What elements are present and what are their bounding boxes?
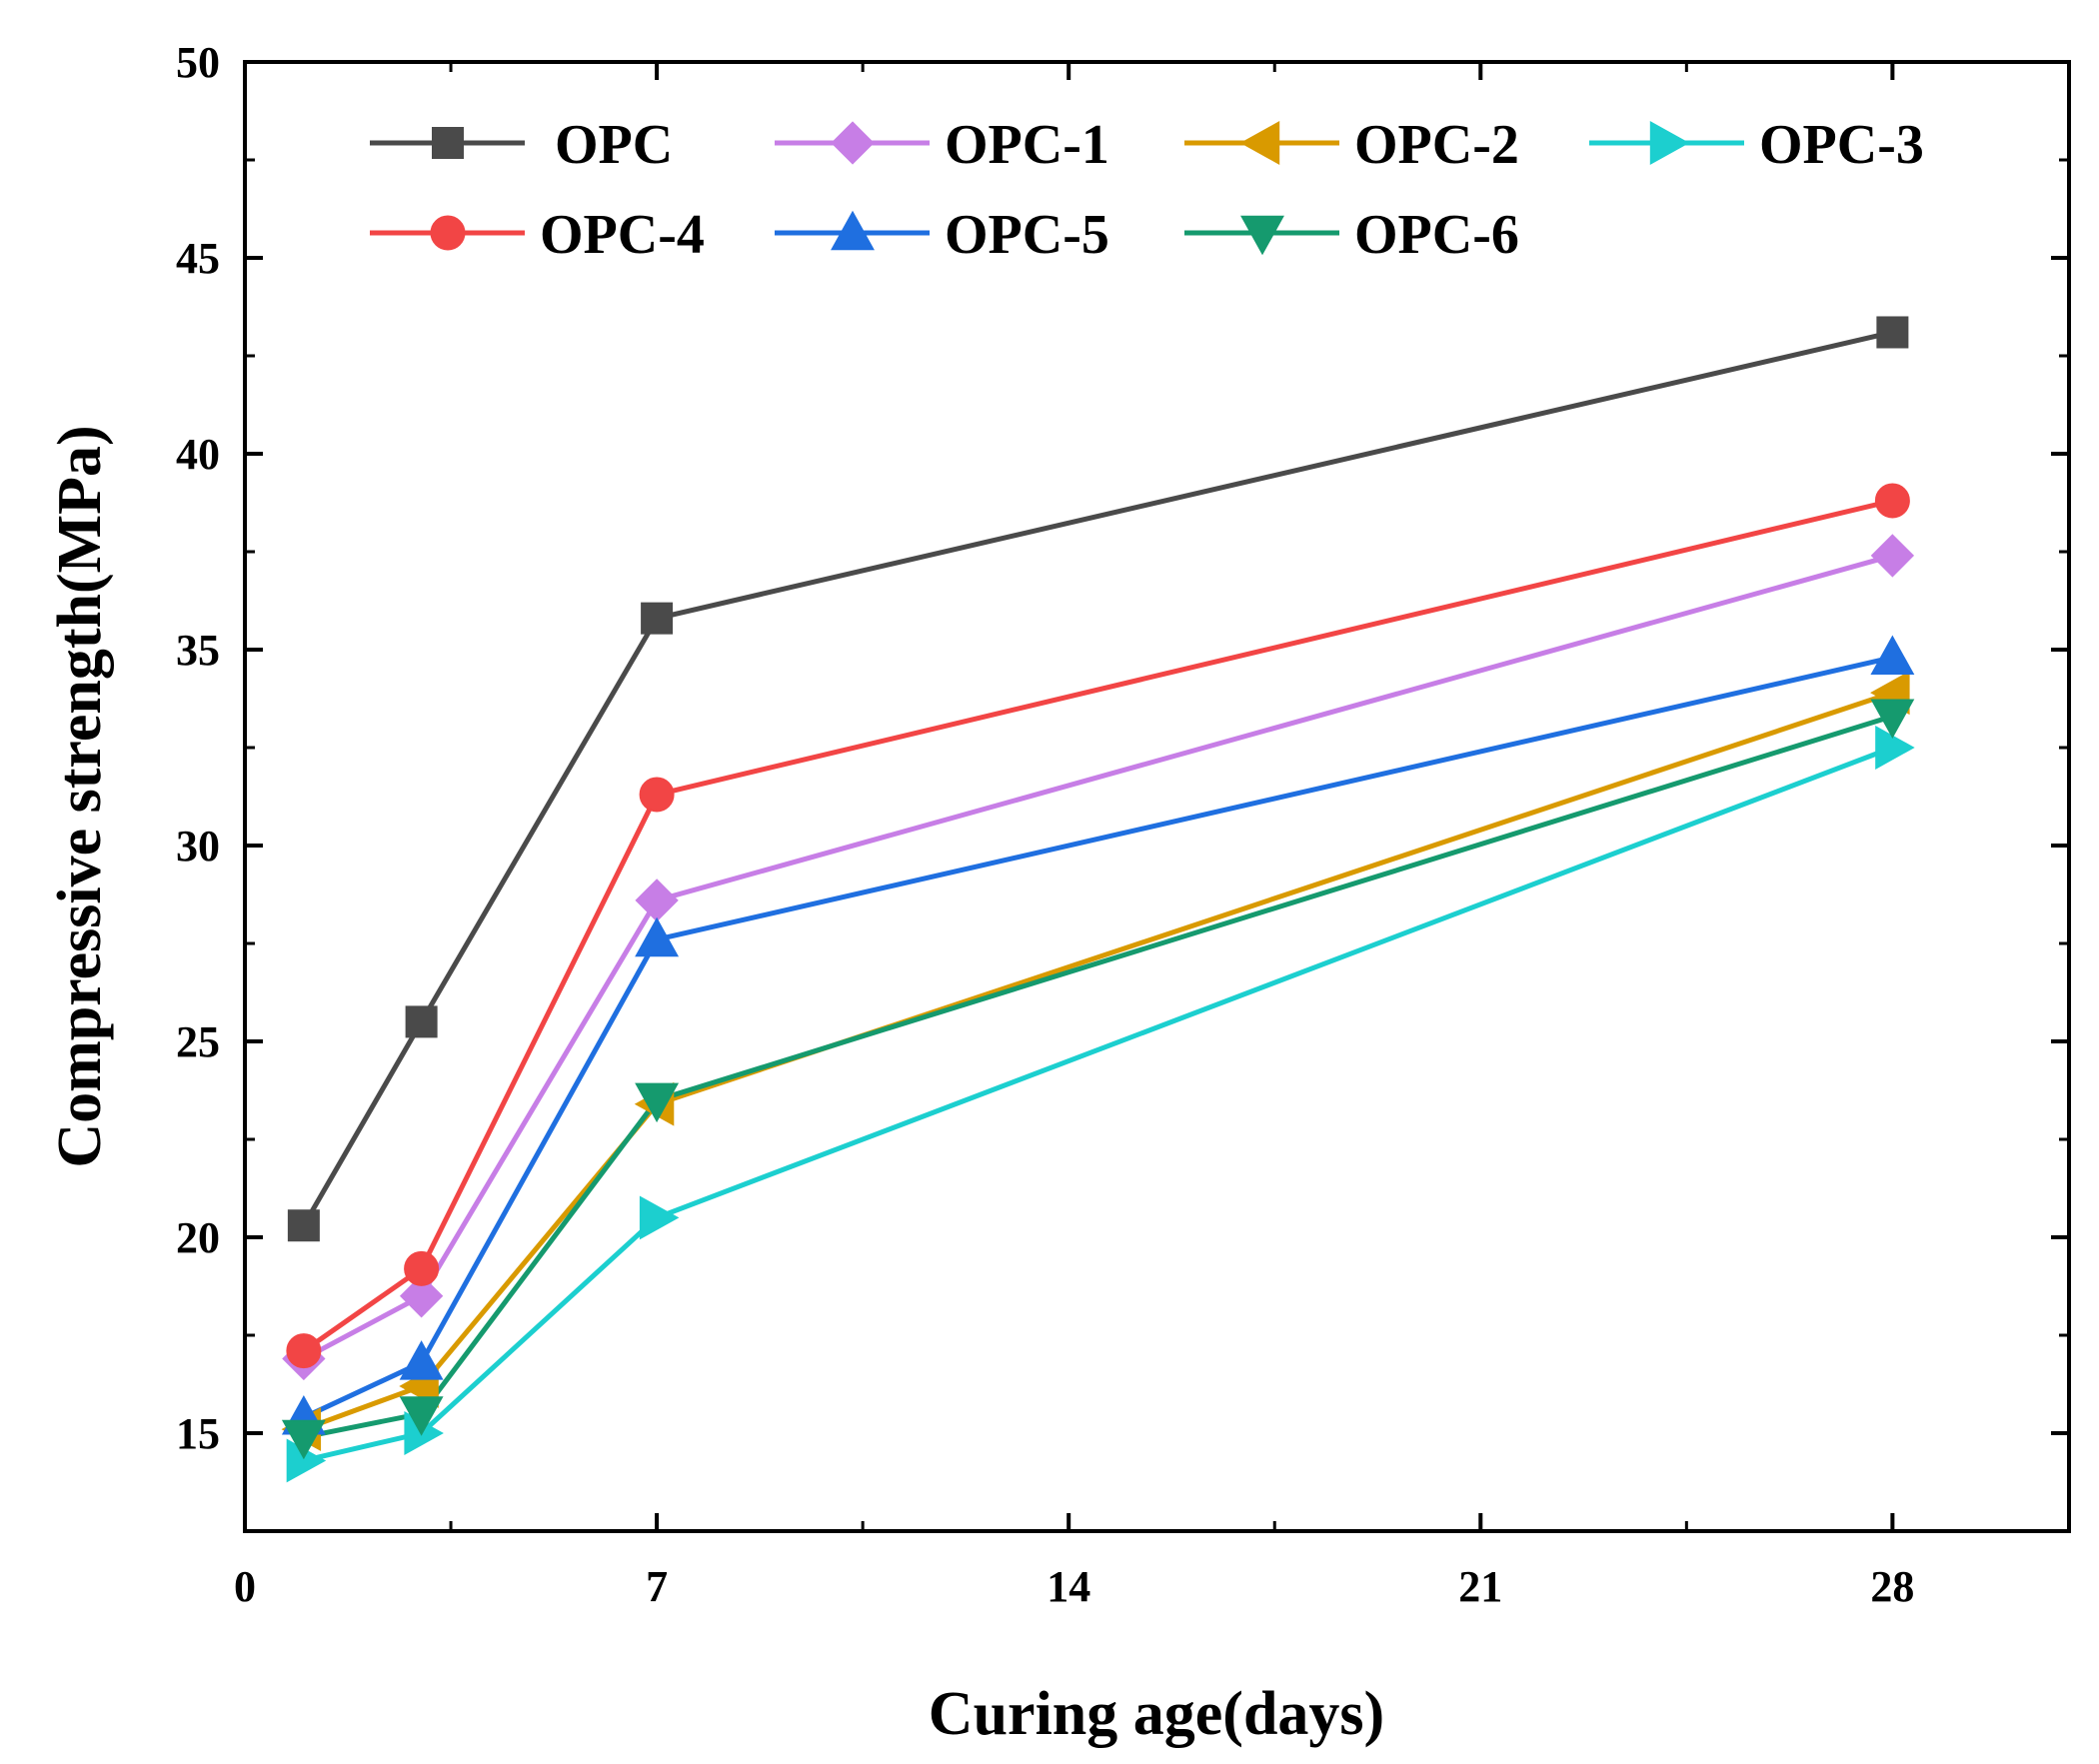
series-line-opc-3	[303, 745, 1894, 1463]
data-point-opc-5	[399, 1340, 444, 1380]
data-point-opc-4	[404, 1250, 440, 1286]
series-line-opc-5	[302, 655, 1893, 1420]
legend: OPC OPC-1 OPC-2 OPC-3 OPC-4 OPC-5 OPC-6	[370, 114, 1924, 266]
x-tick-label: 14	[1047, 1562, 1090, 1611]
data-point-opc-1	[1870, 534, 1915, 578]
legend-marker-opc-4	[430, 215, 466, 251]
data-point-opc-6	[399, 1396, 444, 1436]
data-point-opc-3	[1875, 726, 1915, 770]
series-line-opc-1	[302, 553, 1894, 1361]
series-markers	[281, 316, 1915, 1483]
data-point-opc-6	[635, 1082, 680, 1123]
data-point-opc-6	[1870, 699, 1915, 739]
axis-ticks: 0 7 14 21 28 15 20 25 30 35 40 45 50	[176, 38, 2069, 1611]
data-point-opc-4	[286, 1333, 322, 1369]
data-point-opc-4	[1874, 483, 1910, 519]
y-tick-label: 20	[176, 1213, 220, 1262]
data-point-opc-4	[639, 777, 675, 813]
data-point-opc-1	[399, 1274, 444, 1318]
legend-marker-opc-5	[831, 210, 875, 251]
legend-marker-opc	[432, 127, 464, 159]
legend-label-opc-5: OPC-5	[945, 204, 1109, 266]
series-line-opc-4	[302, 498, 1893, 1353]
data-point-opc	[287, 1209, 320, 1242]
x-tick-label: 28	[1870, 1562, 1914, 1611]
data-point-opc-3	[639, 1195, 680, 1240]
y-tick-label: 15	[176, 1409, 220, 1458]
y-tick-label: 30	[176, 822, 220, 871]
legend-label-opc: OPC	[555, 114, 673, 176]
legend-marker-opc-3	[1649, 121, 1690, 165]
data-point-opc	[405, 1005, 438, 1038]
data-point-opc	[641, 602, 674, 635]
y-tick-label: 45	[176, 234, 220, 283]
series-line-opc-6	[303, 714, 1894, 1440]
legend-marker-opc-2	[1239, 121, 1280, 165]
series-line-opc	[301, 330, 1893, 1227]
legend-label-opc-2: OPC-2	[1354, 114, 1519, 176]
legend-label-opc-4: OPC-4	[540, 204, 705, 266]
x-tick-label: 7	[646, 1562, 668, 1611]
data-point-opc-1	[635, 879, 679, 922]
legend-label-opc-6: OPC-6	[1354, 204, 1519, 266]
legend-label-opc-3: OPC-3	[1759, 114, 1924, 176]
y-tick-label: 35	[176, 626, 220, 675]
y-tick-label: 25	[176, 1017, 220, 1066]
legend-label-opc-1: OPC-1	[945, 114, 1109, 176]
data-point-opc-5	[1870, 635, 1915, 676]
data-point-opc-5	[635, 916, 680, 957]
y-tick-label: 50	[176, 38, 220, 87]
plot-frame	[243, 60, 2071, 1533]
legend-marker-opc-1	[831, 121, 875, 165]
y-axis-title: Compressive strength(MPa)	[46, 425, 114, 1167]
data-point-opc-6	[281, 1419, 326, 1460]
series-line-opc-2	[303, 690, 1894, 1432]
series-lines	[301, 330, 1894, 1463]
x-tick-label: 21	[1458, 1562, 1502, 1611]
y-tick-label: 40	[176, 430, 220, 479]
x-tick-label: 0	[234, 1562, 256, 1611]
legend-marker-opc-6	[1240, 215, 1284, 256]
x-axis-title: Curing age(days)	[929, 1680, 1384, 1748]
data-point-opc	[1876, 316, 1909, 349]
